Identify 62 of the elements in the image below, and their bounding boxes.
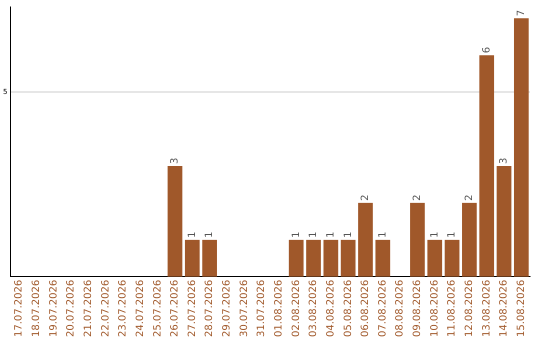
data-label: 2 xyxy=(360,194,372,201)
bar xyxy=(358,202,373,277)
x-tick-label: 28.07.2026 xyxy=(204,280,216,338)
bar xyxy=(340,240,356,277)
bar xyxy=(184,240,200,277)
bar xyxy=(306,240,321,277)
bar xyxy=(479,55,494,277)
x-tick-label: 24.07.2026 xyxy=(134,280,146,338)
data-label: 1 xyxy=(290,231,302,238)
x-tick-label: 13.08.2026 xyxy=(481,280,492,338)
x-tick-label: 09.08.2026 xyxy=(412,280,424,338)
data-label: 1 xyxy=(377,231,388,238)
data-label: 3 xyxy=(498,158,510,164)
data-label: 1 xyxy=(204,231,216,238)
bar xyxy=(168,166,182,277)
x-tick-label: 25.07.2026 xyxy=(152,280,164,338)
x-tick-label: 03.08.2026 xyxy=(308,280,320,338)
bar xyxy=(202,240,217,277)
x-tick-label: 07.08.2026 xyxy=(377,280,388,338)
bar xyxy=(462,202,477,277)
x-tick-label: 06.08.2026 xyxy=(360,280,372,338)
x-tick-label: 01.08.2026 xyxy=(273,280,284,338)
x-tick-label: 15.08.2026 xyxy=(516,280,527,338)
x-tick-label: 04.08.2026 xyxy=(325,280,336,338)
x-tick-label: 29.07.2026 xyxy=(222,280,233,338)
x-tick-label: 23.07.2026 xyxy=(118,280,129,338)
x-tick-label: 19.07.2026 xyxy=(48,280,60,338)
x-tick-label: 17.07.2026 xyxy=(14,280,25,338)
bar xyxy=(375,240,390,277)
bar xyxy=(288,240,304,277)
bar xyxy=(496,166,512,277)
data-label: 3 xyxy=(170,158,181,164)
bar xyxy=(444,240,460,277)
data-label: 2 xyxy=(412,194,424,201)
x-tick-label: 14.08.2026 xyxy=(498,280,510,338)
x-tick-label: 08.08.2026 xyxy=(394,280,406,338)
data-label: 2 xyxy=(464,194,475,201)
data-label: 1 xyxy=(429,231,440,238)
x-tick-label: 12.08.2026 xyxy=(464,280,475,338)
data-label: 1 xyxy=(446,231,458,238)
data-label: 6 xyxy=(481,46,492,54)
x-tick-label: 20.07.2026 xyxy=(66,280,77,338)
x-tick-label: 21.07.2026 xyxy=(82,280,94,338)
x-tick-label: 30.07.2026 xyxy=(238,280,250,338)
bar xyxy=(427,240,442,277)
x-tick-label: 31.07.2026 xyxy=(256,280,268,338)
data-label: 1 xyxy=(325,231,336,238)
data-label: 1 xyxy=(186,231,198,238)
x-tick-label: 26.07.2026 xyxy=(170,280,181,338)
x-tick-label: 10.08.2026 xyxy=(429,280,440,338)
bar xyxy=(410,202,425,277)
x-tick-label: 05.08.2026 xyxy=(342,280,354,338)
data-label: 1 xyxy=(342,231,354,238)
x-tick-label: 02.08.2026 xyxy=(290,280,302,338)
x-tick-label: 27.07.2026 xyxy=(186,280,198,338)
x-tick-label: 18.07.2026 xyxy=(31,280,42,338)
x-tick-label: 11.08.2026 xyxy=(446,280,458,338)
data-label: 7 xyxy=(516,10,527,16)
data-label: 1 xyxy=(308,231,320,238)
bar xyxy=(514,18,529,277)
bar xyxy=(323,240,338,277)
x-tick-label: 22.07.2026 xyxy=(100,280,112,338)
